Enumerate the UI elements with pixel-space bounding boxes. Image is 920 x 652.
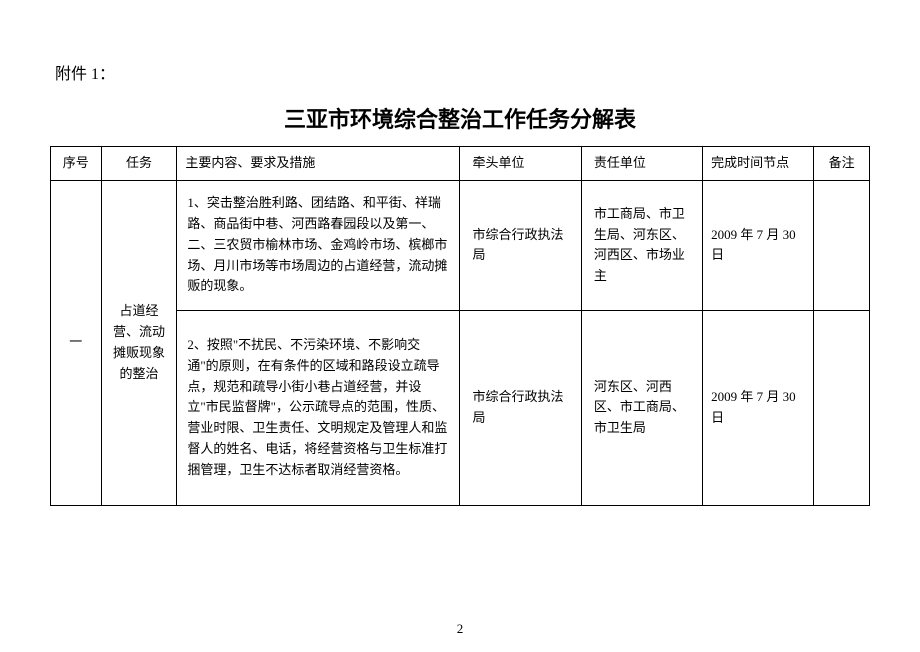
cell-lead: 市综合行政执法局 xyxy=(460,180,581,310)
col-header-time: 完成时间节点 xyxy=(703,147,814,181)
cell-task: 占道经营、流动摊贩现象的整治 xyxy=(101,180,177,505)
cell-content: 2、按照"不扰民、不污染环境、不影响交通"的原则，在有条件的区域和路段设立疏导点… xyxy=(177,310,460,505)
col-header-content: 主要内容、要求及措施 xyxy=(177,147,460,181)
table-header-row: 序号 任务 主要内容、要求及措施 牵头单位 责任单位 完成时间节点 备注 xyxy=(51,147,870,181)
cell-note xyxy=(814,310,870,505)
attachment-label: 附件 1： xyxy=(55,60,870,84)
col-header-seq: 序号 xyxy=(51,147,102,181)
cell-resp: 市工商局、市卫生局、河东区、河西区、市场业主 xyxy=(581,180,702,310)
cell-time: 2009 年 7 月 30 日 xyxy=(703,310,814,505)
cell-content: 1、突击整治胜利路、团结路、和平街、祥瑞路、商品街中巷、河西路春园段以及第一、二… xyxy=(177,180,460,310)
cell-resp: 河东区、河西区、市工商局、市卫生局 xyxy=(581,310,702,505)
cell-time: 2009 年 7 月 30 日 xyxy=(703,180,814,310)
col-header-task: 任务 xyxy=(101,147,177,181)
document-title: 三亚市环境综合整治工作任务分解表 xyxy=(50,102,870,134)
col-header-note: 备注 xyxy=(814,147,870,181)
cell-seq: 一 xyxy=(51,180,102,505)
cell-note xyxy=(814,180,870,310)
page-number: 2 xyxy=(0,621,920,637)
cell-lead: 市综合行政执法局 xyxy=(460,310,581,505)
task-table: 序号 任务 主要内容、要求及措施 牵头单位 责任单位 完成时间节点 备注 一 占… xyxy=(50,146,870,506)
table-row: 一 占道经营、流动摊贩现象的整治 1、突击整治胜利路、团结路、和平街、祥瑞路、商… xyxy=(51,180,870,310)
col-header-resp: 责任单位 xyxy=(581,147,702,181)
col-header-lead: 牵头单位 xyxy=(460,147,581,181)
